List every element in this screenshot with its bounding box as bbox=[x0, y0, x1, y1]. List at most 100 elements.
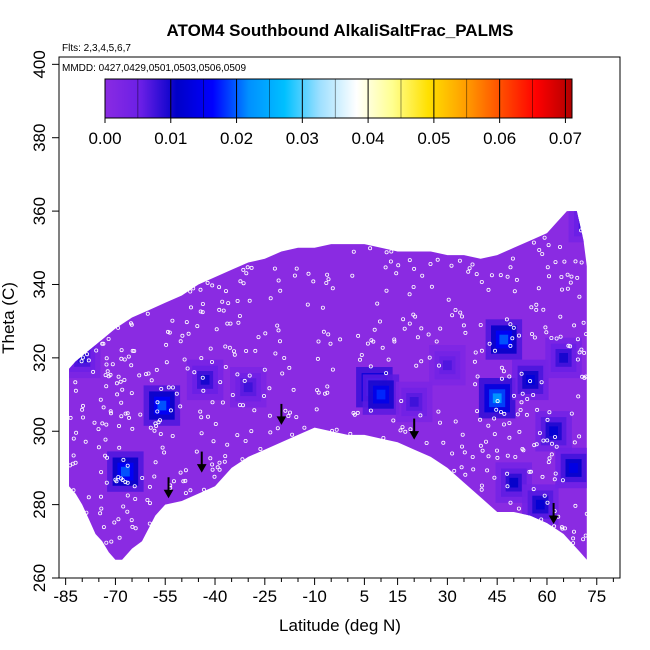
sample-point bbox=[357, 357, 362, 362]
sample-point bbox=[105, 455, 110, 460]
sample-point bbox=[553, 471, 558, 476]
sample-point bbox=[277, 339, 282, 344]
sample-point bbox=[125, 493, 130, 498]
sample-point bbox=[517, 333, 522, 338]
sample-point bbox=[518, 407, 523, 412]
hotspot bbox=[230, 367, 267, 408]
x-tick-label: 15 bbox=[388, 587, 407, 606]
sample-point bbox=[81, 403, 86, 408]
sample-point bbox=[542, 493, 547, 498]
x-tick-label: 5 bbox=[360, 587, 369, 606]
sample-point bbox=[487, 341, 492, 346]
sample-point bbox=[256, 335, 261, 340]
sample-point bbox=[104, 362, 109, 367]
sample-point bbox=[575, 275, 580, 280]
sample-point bbox=[453, 419, 458, 424]
sample-point bbox=[419, 326, 424, 331]
sample-point bbox=[198, 309, 203, 314]
sample-point bbox=[510, 256, 515, 261]
sample-point bbox=[210, 283, 215, 288]
sample-point bbox=[534, 307, 539, 312]
sample-point bbox=[116, 517, 121, 522]
sample-point bbox=[305, 302, 310, 307]
sample-point bbox=[554, 336, 559, 341]
sample-point bbox=[287, 410, 292, 415]
sample-point bbox=[466, 269, 471, 274]
sample-point bbox=[247, 373, 252, 378]
sample-point bbox=[545, 417, 550, 422]
sample-point bbox=[532, 443, 537, 448]
sample-point bbox=[499, 365, 504, 370]
sample-point bbox=[418, 413, 423, 418]
sample-point bbox=[99, 494, 104, 499]
hotspot-cell bbox=[568, 211, 587, 243]
sample-point bbox=[480, 448, 485, 453]
sample-point bbox=[330, 428, 335, 433]
sample-point bbox=[479, 487, 484, 492]
y-tick-label: 340 bbox=[30, 270, 49, 298]
hotspot bbox=[362, 374, 400, 415]
sample-point bbox=[520, 446, 525, 451]
sample-point bbox=[222, 459, 227, 464]
sample-point bbox=[194, 449, 199, 454]
sample-point bbox=[145, 311, 150, 316]
sample-point bbox=[213, 421, 218, 426]
sample-point bbox=[147, 501, 152, 506]
sample-point bbox=[137, 373, 142, 378]
sample-point bbox=[205, 414, 210, 419]
sample-point bbox=[407, 321, 412, 326]
sample-point bbox=[225, 442, 230, 447]
sample-point bbox=[112, 520, 117, 525]
sample-point bbox=[571, 536, 576, 541]
hotspot bbox=[143, 385, 181, 426]
hotspot-cell bbox=[200, 375, 210, 385]
x-axis: -85 -70 -55 -40 -25 -10 5 15 30 45 60 75 bbox=[53, 578, 614, 606]
sample-point bbox=[268, 430, 273, 435]
sample-point bbox=[321, 329, 326, 334]
sample-point bbox=[133, 496, 138, 501]
y-tick-label: 380 bbox=[30, 124, 49, 152]
sample-point bbox=[116, 374, 121, 379]
sample-point bbox=[267, 413, 272, 418]
sample-point bbox=[541, 307, 546, 312]
sample-point bbox=[225, 321, 230, 326]
hotspot-cell bbox=[509, 477, 519, 488]
sample-point bbox=[287, 365, 292, 370]
sample-point bbox=[495, 399, 500, 404]
sample-point bbox=[223, 289, 228, 294]
colorbar: 0.00 0.01 0.02 0.03 0.04 0.05 0.06 0.07 bbox=[88, 78, 582, 148]
sample-point bbox=[79, 359, 84, 364]
sample-point bbox=[475, 374, 480, 379]
sample-point bbox=[113, 477, 118, 482]
sample-point bbox=[540, 251, 545, 256]
hotspot-cell bbox=[559, 353, 568, 363]
sample-point bbox=[199, 415, 204, 420]
sample-point bbox=[549, 335, 554, 340]
sample-point bbox=[98, 397, 103, 402]
sample-point bbox=[68, 415, 73, 420]
x-tick-label: -55 bbox=[153, 587, 178, 606]
sample-point bbox=[165, 329, 170, 334]
sample-point bbox=[316, 339, 321, 344]
sample-point bbox=[400, 425, 405, 430]
sample-point bbox=[275, 323, 280, 328]
sample-point bbox=[547, 410, 552, 415]
sample-point bbox=[170, 385, 175, 390]
sample-point bbox=[539, 380, 544, 385]
sample-point bbox=[415, 335, 420, 340]
sample-point bbox=[449, 263, 454, 268]
sample-point bbox=[479, 483, 484, 488]
chart-subtitle-dates: MMDD: 0427,0429,0501,0503,0506,0509 bbox=[62, 63, 246, 74]
x-tick-label: -85 bbox=[53, 587, 78, 606]
sample-point bbox=[553, 260, 558, 265]
sample-point bbox=[426, 332, 431, 337]
sample-point bbox=[575, 337, 580, 342]
sample-point bbox=[199, 356, 204, 361]
sample-point bbox=[437, 420, 442, 425]
sample-point bbox=[396, 263, 401, 268]
sample-point bbox=[104, 384, 109, 389]
hotspot-cell bbox=[574, 211, 587, 237]
sample-point bbox=[184, 320, 189, 325]
sample-point bbox=[117, 445, 122, 450]
sample-point bbox=[478, 417, 483, 422]
